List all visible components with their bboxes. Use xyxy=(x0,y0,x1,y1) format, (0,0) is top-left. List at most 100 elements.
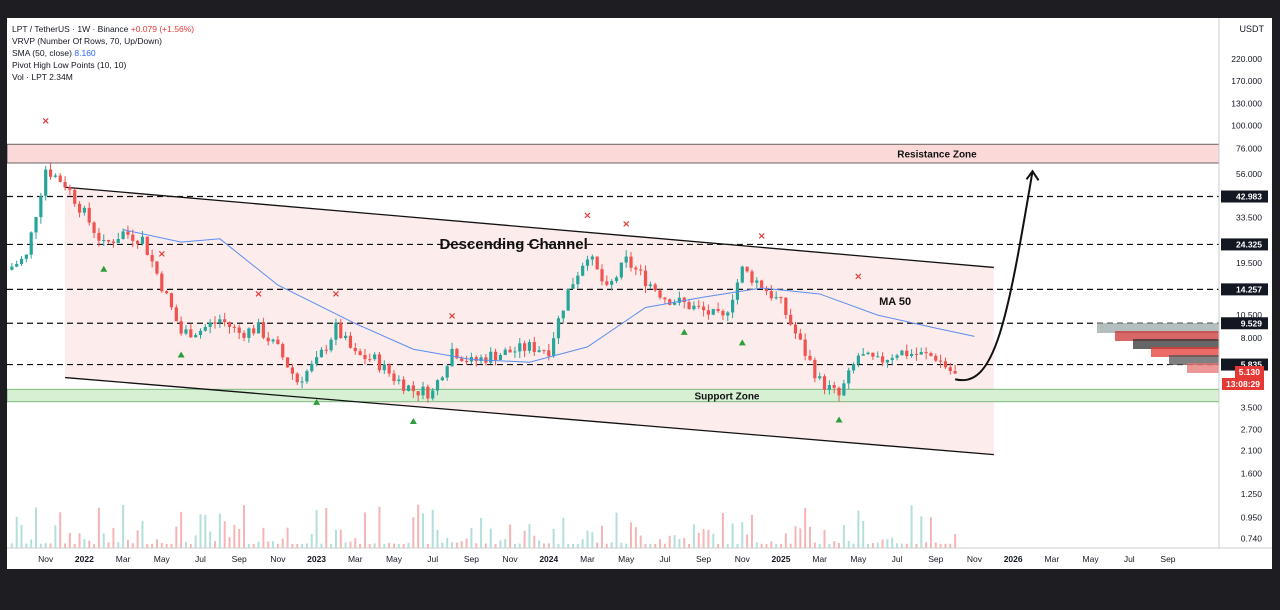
candle-body xyxy=(266,337,270,342)
candle-body xyxy=(605,281,609,285)
candle-body xyxy=(668,299,672,305)
candle-body xyxy=(261,322,265,338)
candle-body xyxy=(527,342,532,351)
candle-body xyxy=(203,326,207,331)
candle-body xyxy=(165,291,169,294)
support-zone-label: Support Zone xyxy=(695,392,760,403)
candle-body xyxy=(658,290,662,298)
pivot-low-marker xyxy=(738,339,746,346)
candle-body xyxy=(731,299,735,313)
candle-body xyxy=(460,358,464,362)
candle-body xyxy=(358,351,362,355)
candle-body xyxy=(600,269,604,282)
candle-body xyxy=(111,241,116,243)
candle-body xyxy=(943,361,948,368)
candle-body xyxy=(106,239,111,242)
time-tick-label: Mar xyxy=(116,554,131,564)
level-badge xyxy=(1221,317,1268,330)
time-tick-label: Nov xyxy=(270,554,286,564)
candle-body xyxy=(760,280,764,288)
candle-body xyxy=(639,269,643,271)
price-tick-label: 0.950 xyxy=(1241,512,1263,522)
price-tick-label: 76.000 xyxy=(1236,144,1262,154)
resistance-zone xyxy=(7,143,1220,164)
time-tick-label: 2026 xyxy=(1004,554,1023,564)
currency-label[interactable]: USDT xyxy=(1239,24,1265,34)
chart-panel[interactable]: MA 50 × × × × × × × × × Descending Channel Resistan… xyxy=(7,18,1272,569)
candle-body xyxy=(745,266,749,272)
price-tick-label: 19.500 xyxy=(1236,258,1262,268)
candle-body xyxy=(827,385,831,390)
candle-body xyxy=(242,332,246,338)
candle-body xyxy=(885,359,890,363)
volume-profile-bar xyxy=(1151,347,1219,357)
candle-body xyxy=(223,319,227,323)
candle-body xyxy=(822,376,827,390)
bar-countdown-badge: 13:08:29 xyxy=(1221,378,1264,390)
indicator-volume[interactable]: Vol · LPT 2.34M xyxy=(12,72,73,82)
candle-body xyxy=(701,306,706,311)
candle-body xyxy=(880,356,885,363)
candle-body xyxy=(851,364,856,371)
candle-body xyxy=(295,373,299,383)
candle-body xyxy=(10,266,14,270)
candle-body xyxy=(576,275,580,285)
candle-body xyxy=(169,293,174,308)
time-tick-label: 2025 xyxy=(772,554,791,564)
price-change: +0.079 (+1.56%) xyxy=(130,24,195,34)
candle-body xyxy=(237,327,241,333)
candle-body xyxy=(508,349,512,353)
indicator-pivot[interactable]: Pivot High Low Points (10, 10) xyxy=(12,60,127,70)
candle-body xyxy=(15,264,19,267)
candle-body xyxy=(832,385,836,388)
candle-body xyxy=(726,312,730,316)
candle-body xyxy=(58,175,62,182)
volume-profile-bar xyxy=(1169,355,1219,365)
time-tick-label: Sep xyxy=(1160,554,1175,564)
candle-body xyxy=(145,236,149,255)
candle-body xyxy=(344,335,348,338)
candle-body xyxy=(150,254,154,262)
candle-body xyxy=(547,350,551,357)
indicator-vrvp[interactable]: VRVP (Number Of Rows, 70, Up/Down) xyxy=(12,36,162,46)
candle-body xyxy=(416,391,420,396)
sma-line xyxy=(122,229,975,363)
candle-body xyxy=(721,311,725,316)
candle-body xyxy=(803,339,807,356)
candle-body xyxy=(624,256,628,263)
candle-body xyxy=(431,390,435,399)
candle-body xyxy=(121,231,125,240)
candle-body xyxy=(523,343,527,351)
candle-body xyxy=(493,351,498,361)
projection-arrowhead xyxy=(1025,169,1040,181)
candle-body xyxy=(861,354,865,356)
price-chart[interactable]: MA 50 × × × × × × × × × Descending Channel Resistan… xyxy=(7,18,1272,569)
candle-body xyxy=(319,349,324,358)
time-tick-label: Jul xyxy=(195,554,206,564)
candle-body xyxy=(590,256,594,260)
candle-body xyxy=(435,380,440,391)
candle-body xyxy=(116,239,120,243)
candle-body xyxy=(184,329,188,334)
time-tick-label: Nov xyxy=(735,554,751,564)
candle-body xyxy=(34,217,38,233)
candle-body xyxy=(498,354,503,361)
pivot-high-marker: × xyxy=(42,116,50,127)
candle-body xyxy=(755,280,759,283)
level-badge-label: 42.983 xyxy=(1236,192,1262,202)
candle-body xyxy=(126,231,130,235)
candle-body xyxy=(131,234,135,241)
candle-body xyxy=(179,321,183,334)
pivot-low-marker xyxy=(680,328,688,335)
candle-body xyxy=(818,376,822,379)
indicator-sma[interactable]: SMA (50, close) 8.160 xyxy=(12,47,194,59)
candle-body xyxy=(503,349,507,355)
level-badge xyxy=(1221,283,1268,296)
support-zone xyxy=(7,388,1220,403)
price-tick-label: 10.500 xyxy=(1236,310,1262,320)
time-tick-label: Nov xyxy=(38,554,54,564)
candle-body xyxy=(387,364,391,374)
candle-body xyxy=(382,364,386,371)
candle-body xyxy=(905,350,909,357)
symbol-row[interactable]: LPT / TetherUS · 1W · Binance +0.079 (+1… xyxy=(12,23,194,35)
